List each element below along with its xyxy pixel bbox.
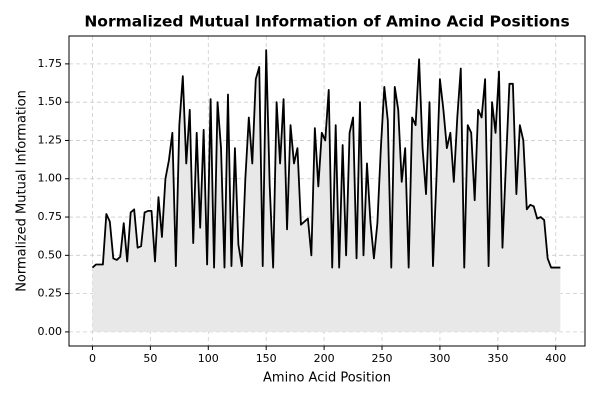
y-tick-label: 1.25: [38, 133, 63, 146]
y-tick-label: 1.00: [38, 172, 63, 185]
y-tick-label: 0.75: [38, 210, 63, 223]
y-tick-label: 1.75: [38, 57, 63, 70]
y-tick-label: 0.25: [38, 287, 63, 300]
area: [92, 50, 561, 332]
plot-frame: [68, 35, 586, 347]
x-tick-label: 100: [198, 352, 219, 365]
line: [91, 49, 561, 269]
y-tick-label: 0.00: [38, 325, 63, 338]
x-tick-label: 150: [256, 352, 277, 365]
x-axis-label: Amino Acid Position: [263, 371, 391, 386]
chart-title: Normalized Mutual Information of Amino A…: [84, 13, 569, 31]
y-tick-label: 0.50: [38, 248, 63, 261]
x-tick-label: 300: [429, 352, 450, 365]
x-tick-label: 200: [314, 352, 335, 365]
x-tick-label: 250: [372, 352, 393, 365]
x-tick-label: 400: [545, 352, 566, 365]
x-tick-label: 50: [143, 352, 157, 365]
x-tick-label: 350: [487, 352, 508, 365]
x-tick-label: 0: [89, 352, 96, 365]
y-tick-label: 1.50: [38, 95, 63, 108]
y-axis-label: Normalized Mutual Information: [15, 90, 30, 292]
